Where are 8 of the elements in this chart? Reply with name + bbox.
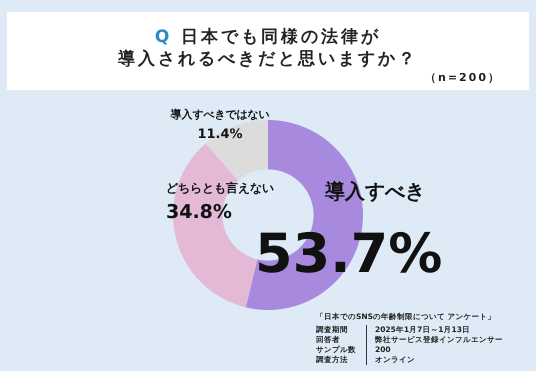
data-label: 53.7%	[255, 222, 442, 285]
data-label: 11.4%	[197, 127, 243, 142]
slice-label: どちらとも言えない	[166, 181, 274, 195]
chart-subtitle: （n=200）	[424, 70, 501, 85]
slice-label: 導入すべき	[324, 179, 425, 203]
slice-label: 導入すべきではない	[170, 108, 270, 121]
data-label: 34.8%	[166, 201, 232, 223]
chart-title: Q 日本でも同様の法律が導入されるべきだと思いますか？	[117, 26, 419, 70]
